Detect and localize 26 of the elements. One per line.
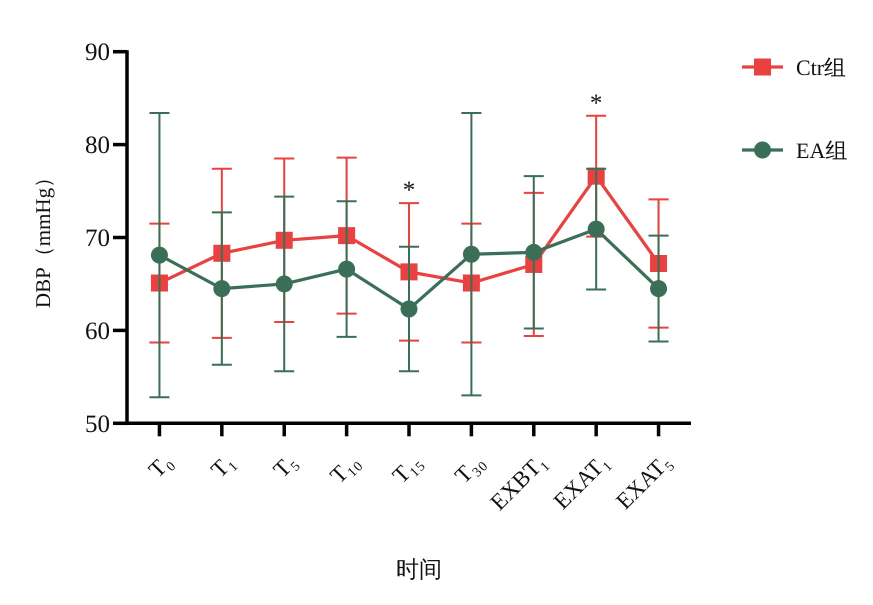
x-tick-label: T₁₀ [325, 449, 364, 488]
point [650, 280, 668, 298]
x-axis-title: 时间 [396, 557, 442, 582]
y-tick-label: 90 [85, 39, 110, 66]
point [400, 300, 418, 318]
x-tick-label: T₁₅ [388, 449, 427, 488]
point [213, 280, 230, 298]
annotation: * [590, 90, 602, 117]
y-tick-label: 60 [85, 318, 110, 345]
x-tick-label: T₁ [206, 449, 240, 482]
point [338, 260, 356, 278]
y-axis-title: DBP（mmHg） [31, 166, 55, 308]
point [525, 244, 542, 261]
y-tick-label: 80 [85, 132, 110, 160]
point [150, 246, 168, 264]
y-tick-label: 70 [85, 225, 110, 252]
legend-label: EA组 [796, 138, 848, 163]
legend-label: Ctr组 [796, 55, 846, 80]
x-tick-label: T₅ [268, 449, 302, 482]
x-tick-label: T₃₀ [450, 449, 489, 488]
point [588, 220, 605, 238]
annotation: * [402, 177, 416, 204]
x-tick-label: T₀ [144, 449, 177, 482]
point [276, 275, 293, 292]
y-tick-label: 50 [85, 410, 110, 438]
point [462, 246, 480, 263]
